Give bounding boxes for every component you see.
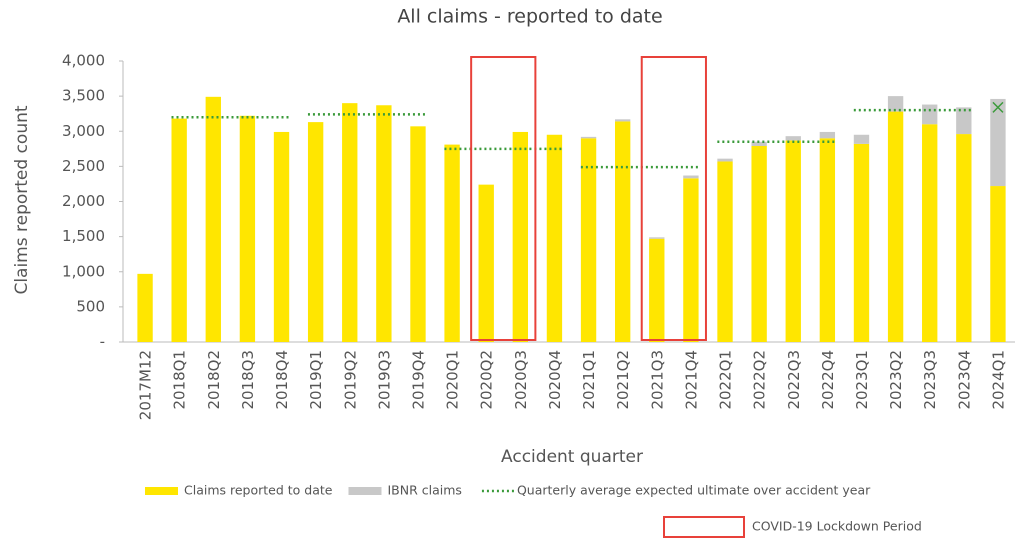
legend-label: Claims reported to date bbox=[184, 483, 333, 498]
x-tick-label: 2022Q2 bbox=[751, 350, 769, 410]
y-tick-label: 500 bbox=[76, 297, 105, 315]
x-axis-label: Accident quarter bbox=[501, 447, 643, 467]
legend-swatch bbox=[348, 487, 382, 495]
bar bbox=[751, 146, 767, 342]
bar bbox=[922, 124, 938, 342]
bar bbox=[819, 138, 836, 342]
highlight-box bbox=[640, 56, 707, 341]
x-tick-label: 2023Q4 bbox=[955, 350, 973, 410]
y-tick-label: 2,500 bbox=[62, 157, 105, 175]
bar bbox=[887, 111, 904, 342]
x-tick-label: 2019Q1 bbox=[307, 350, 325, 410]
bar bbox=[717, 158, 733, 162]
y-tick-label: 2,000 bbox=[62, 192, 105, 210]
bar bbox=[956, 107, 972, 135]
bar bbox=[137, 273, 153, 342]
bar bbox=[853, 143, 870, 342]
bar bbox=[785, 136, 801, 141]
bar bbox=[853, 134, 870, 144]
bar bbox=[887, 96, 904, 112]
x-tick-label: 2019Q3 bbox=[375, 350, 393, 410]
legend-label: COVID-19 Lockdown Period bbox=[752, 519, 922, 534]
y-tick-label: - bbox=[100, 333, 105, 351]
x-tick-label: 2023Q1 bbox=[853, 350, 871, 410]
x-tick-label: 2018Q2 bbox=[205, 350, 223, 410]
x-tick-label: 2018Q4 bbox=[273, 350, 291, 410]
bar bbox=[580, 136, 597, 139]
x-tick-label: 2021Q3 bbox=[648, 350, 666, 410]
bar bbox=[171, 118, 187, 342]
x-tick-label: 2020Q2 bbox=[478, 350, 496, 410]
highlight-box bbox=[470, 56, 537, 341]
x-tick-label: 2021Q2 bbox=[614, 350, 632, 410]
x-tick-label: 2023Q3 bbox=[921, 350, 939, 410]
bar bbox=[273, 131, 290, 342]
bar bbox=[785, 140, 801, 342]
y-tick-label: 4,000 bbox=[62, 52, 105, 70]
x-tick-label: 2021Q1 bbox=[580, 350, 598, 410]
legend-swatch bbox=[663, 516, 745, 538]
x-tick-label: 2022Q4 bbox=[819, 350, 837, 410]
bar bbox=[478, 184, 494, 342]
bar bbox=[751, 141, 767, 147]
x-tick-label: 2019Q2 bbox=[341, 350, 359, 410]
bar bbox=[307, 122, 324, 343]
bar bbox=[990, 186, 1006, 342]
x-tick-label: 2019Q4 bbox=[409, 350, 427, 410]
bar bbox=[614, 119, 631, 122]
average-marker bbox=[992, 101, 1004, 113]
bar bbox=[717, 161, 733, 342]
bar bbox=[546, 134, 563, 342]
x-tick-label: 2020Q4 bbox=[546, 350, 564, 410]
bar bbox=[683, 175, 699, 179]
bar bbox=[239, 115, 256, 342]
bar bbox=[922, 104, 938, 125]
y-tick-label: 3,500 bbox=[62, 87, 105, 105]
bar bbox=[410, 126, 426, 343]
legend-label: Quarterly average expected ultimate over… bbox=[517, 483, 871, 498]
x-tick-label: 2020Q3 bbox=[512, 350, 530, 410]
x-tick-label: 2018Q1 bbox=[171, 350, 189, 410]
x-tick-label: 2020Q1 bbox=[444, 350, 462, 410]
bar bbox=[342, 103, 358, 343]
y-axis-label: Claims reported count bbox=[12, 105, 32, 294]
bar bbox=[649, 238, 665, 342]
y-tick-label: 1,500 bbox=[62, 227, 105, 245]
y-tick-label: 3,000 bbox=[62, 122, 105, 140]
bar bbox=[956, 134, 972, 342]
bar bbox=[649, 237, 665, 239]
x-tick-label: 2017M12 bbox=[137, 350, 155, 420]
bar bbox=[444, 144, 460, 342]
bar bbox=[205, 96, 221, 342]
legend-swatch bbox=[145, 487, 178, 495]
x-tick-label: 2021Q4 bbox=[682, 350, 700, 410]
bar bbox=[819, 131, 836, 139]
chart-title: All claims - reported to date bbox=[397, 6, 662, 28]
bar bbox=[990, 98, 1006, 187]
bar bbox=[580, 138, 597, 342]
x-tick-label: 2018Q3 bbox=[239, 350, 257, 410]
legend-label: IBNR claims bbox=[387, 483, 461, 498]
x-tick-label: 2022Q1 bbox=[717, 350, 735, 410]
x-tick-label: 2023Q2 bbox=[887, 350, 905, 410]
y-tick-label: 1,000 bbox=[62, 262, 105, 280]
x-tick-label: 2024Q1 bbox=[989, 350, 1007, 410]
bar bbox=[512, 131, 529, 342]
bar bbox=[683, 178, 699, 342]
bar bbox=[376, 105, 392, 342]
x-tick-label: 2022Q3 bbox=[785, 350, 803, 410]
bar bbox=[614, 121, 631, 342]
